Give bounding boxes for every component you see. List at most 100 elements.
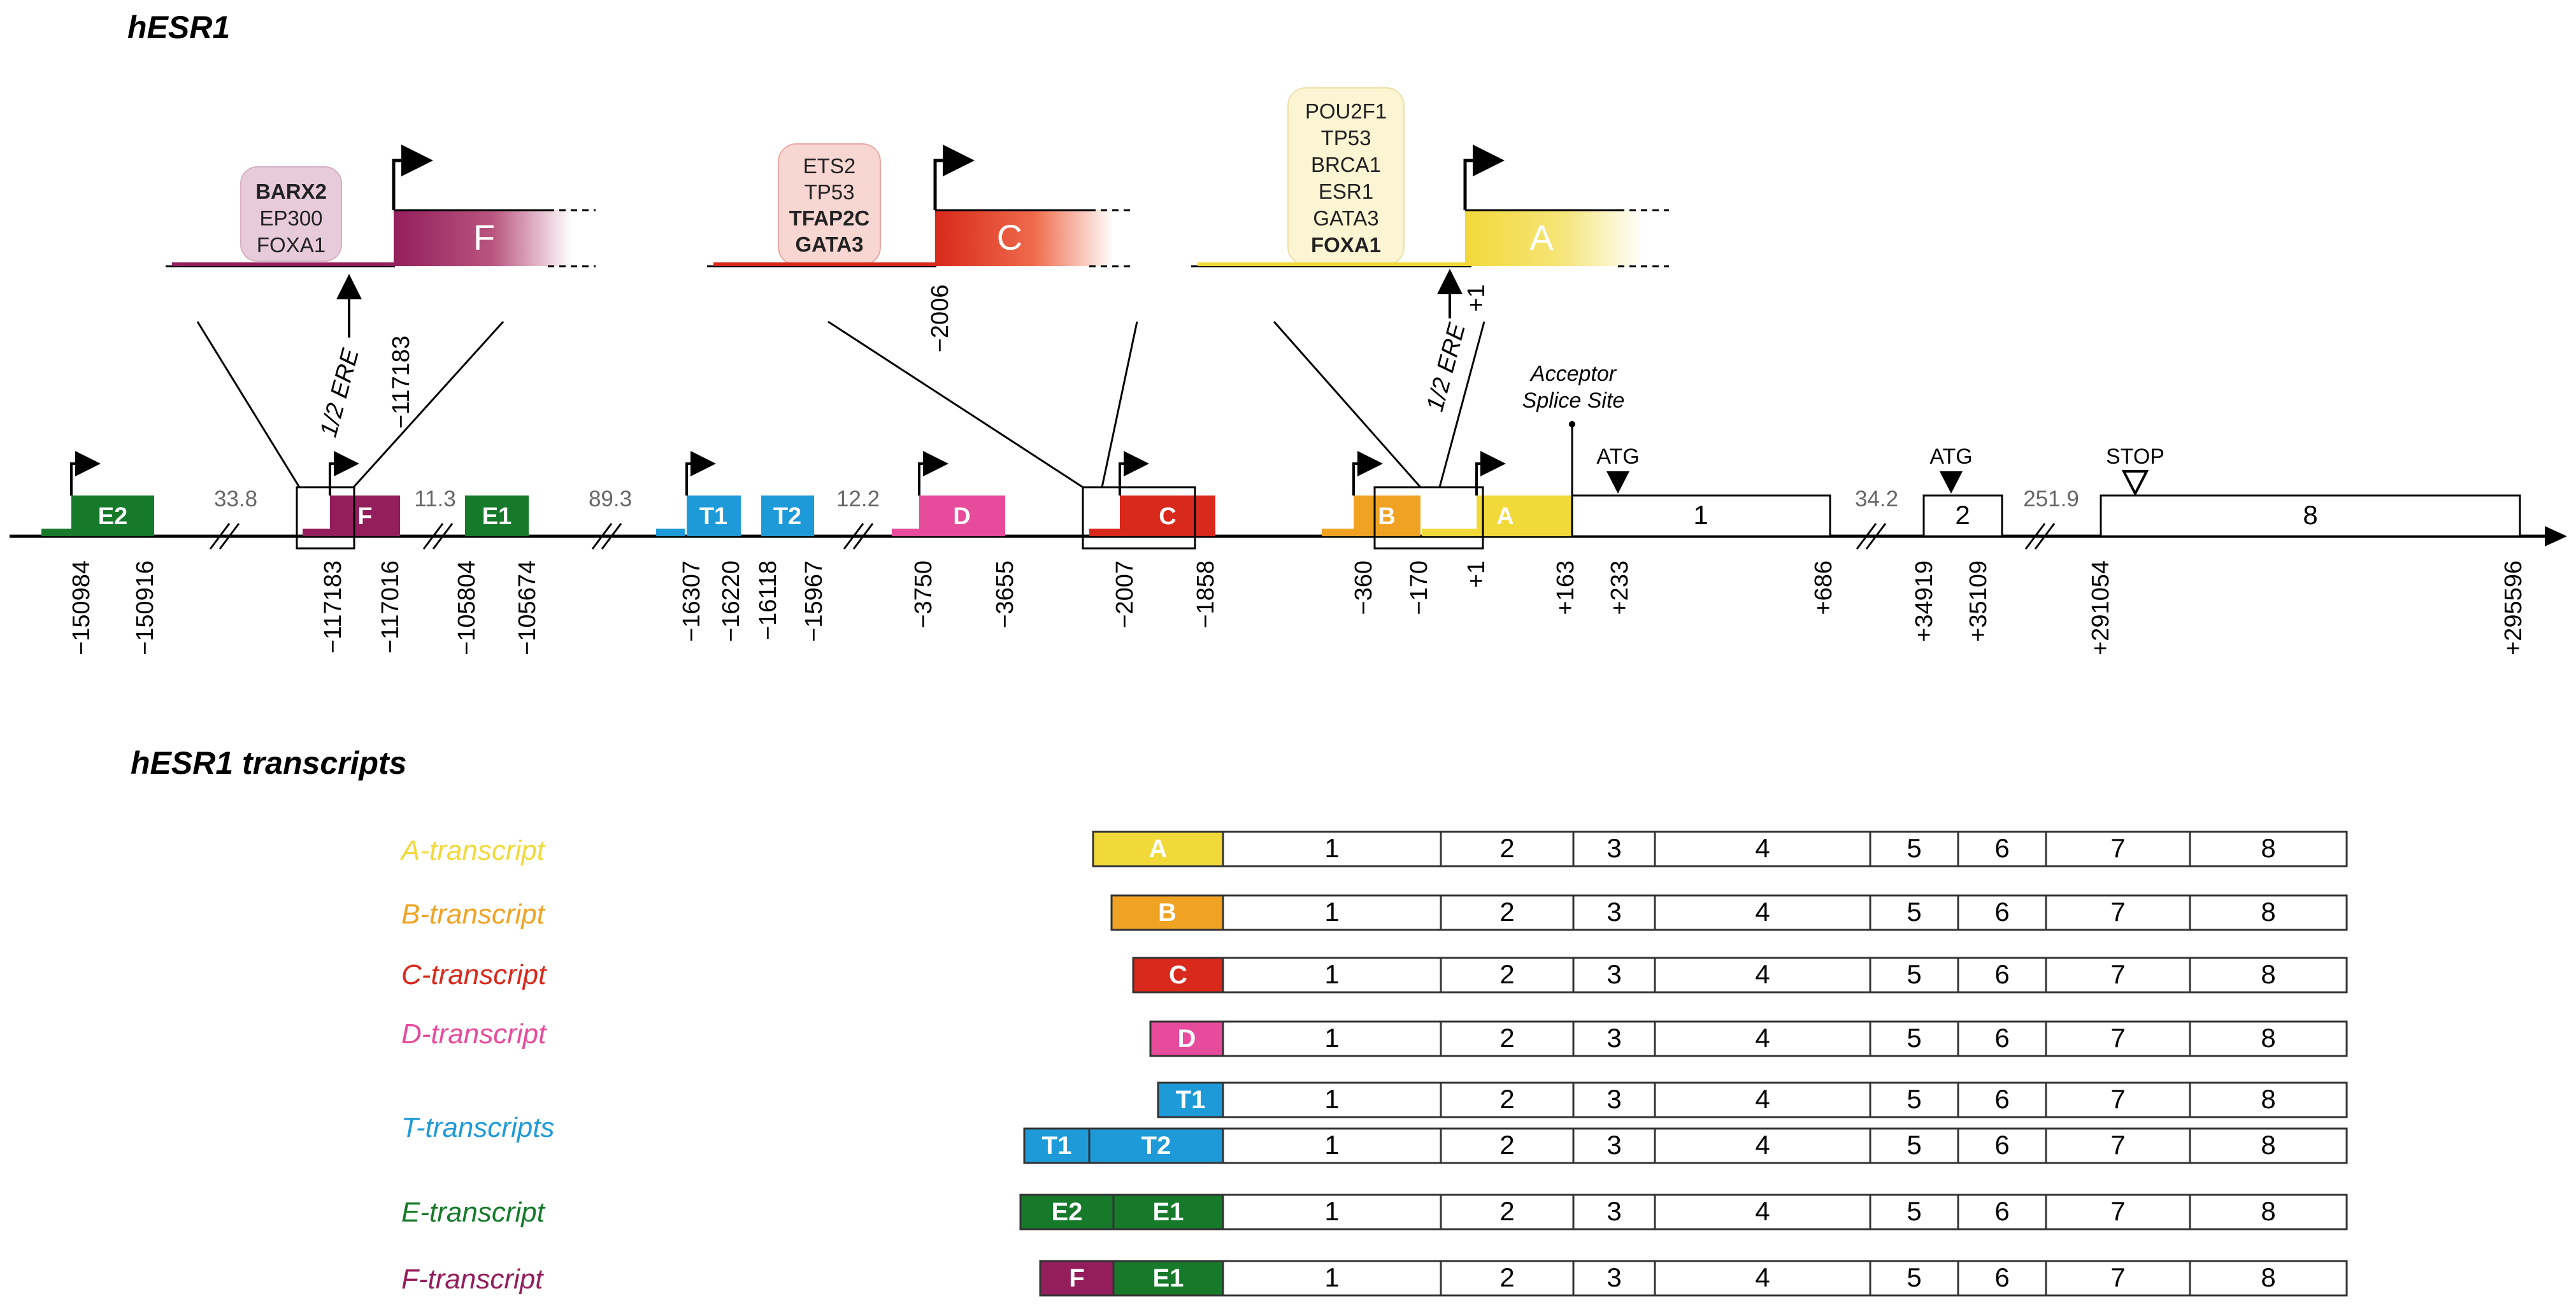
exon-b bbox=[1354, 496, 1420, 536]
transcript-label-c: C-transcript bbox=[401, 959, 547, 990]
transcript-exon-number: 5 bbox=[1907, 1130, 1921, 1160]
tss-arrow-c bbox=[1119, 451, 1149, 496]
transcript-exon-number: 1 bbox=[1324, 1084, 1339, 1114]
transcript-exon-label: C bbox=[1169, 961, 1187, 989]
transcript-exon-number: 7 bbox=[2110, 1130, 2125, 1160]
coding-exon-8 bbox=[2100, 494, 2521, 538]
transcript-exon-number: 7 bbox=[2110, 833, 2125, 863]
exon-e1-label: E1 bbox=[482, 503, 512, 530]
promoter-a-tf-2: TP53 bbox=[1321, 126, 1371, 150]
transcript-exon-number: 8 bbox=[2261, 1196, 2275, 1226]
transcript-exon-number: 6 bbox=[1994, 1023, 2009, 1053]
transcript-coding-exon bbox=[2189, 957, 2348, 994]
transcript-coding-exon bbox=[2045, 1020, 2191, 1057]
transcript-exon-number: 1 bbox=[1324, 1023, 1339, 1053]
transcript-coding-exon bbox=[1957, 831, 2047, 867]
transcript-exon-label: E2 bbox=[1052, 1198, 1083, 1226]
stop-label: STOP bbox=[2106, 445, 2165, 469]
distance-3: 89.3 bbox=[589, 487, 632, 511]
promoter-f-tf-3: FOXA1 bbox=[257, 233, 326, 257]
transcript-exon-number: 1 bbox=[1324, 833, 1339, 863]
transcript-coding-exon bbox=[2045, 1127, 2191, 1164]
transcript-exon-number: 4 bbox=[1755, 833, 1770, 863]
distance-5: 34.2 bbox=[1855, 487, 1898, 511]
exon-t1-label: T1 bbox=[699, 503, 727, 530]
promoter-f-label: F bbox=[473, 217, 495, 257]
transcript-exon-number: 3 bbox=[1606, 1023, 1621, 1053]
transcript-exon-b bbox=[1110, 894, 1224, 931]
distance-4: 12.2 bbox=[836, 487, 880, 511]
exon-e1 bbox=[465, 496, 529, 536]
coord-exon8-end: +295596 bbox=[2500, 560, 2527, 655]
transcript-exon-number: 3 bbox=[1606, 1130, 1621, 1160]
transcripts-panel: A-transcript A 1 2 3 4 5 6 7 8 B-transcript B 1 2 3 4 5 6… bbox=[399, 831, 2348, 1297]
transcript-coding-exon bbox=[1957, 1260, 2047, 1297]
coord-exon1-start: +233 bbox=[1606, 560, 1633, 615]
promoter-a-tf-5: GATA3 bbox=[1313, 206, 1378, 230]
distance-2: 11.3 bbox=[414, 487, 456, 511]
promoter-a-tss-arrow bbox=[1463, 145, 1505, 210]
transcript-exon-number: 6 bbox=[1994, 959, 2009, 989]
transcripts-title: hESR1 transcripts bbox=[131, 745, 406, 781]
tss-arrow-t1 bbox=[685, 451, 716, 496]
transcript-coding-exon bbox=[1440, 1127, 1575, 1164]
tss-arrow-b bbox=[1352, 451, 1383, 496]
transcript-exon-number: 2 bbox=[1499, 1023, 1514, 1053]
coord-e2-end: −150916 bbox=[132, 560, 159, 655]
transcript-label-e: E-transcript bbox=[401, 1197, 546, 1228]
transcript-exon-number: 4 bbox=[1755, 1023, 1770, 1053]
coord-t2-end: −15967 bbox=[801, 560, 827, 642]
promoter-a-tf-4: ESR1 bbox=[1319, 180, 1373, 203]
transcript-coding-exon bbox=[1440, 894, 1575, 931]
coord-exon2-end: +35109 bbox=[1965, 560, 1992, 642]
transcript-coding-exon bbox=[2045, 1081, 2191, 1118]
transcript-exon-number: 6 bbox=[1994, 1262, 2009, 1292]
atg-marker-2-icon bbox=[1940, 471, 1963, 494]
promoter-c-tf-1: ETS2 bbox=[803, 154, 856, 178]
transcript-exon-t1 bbox=[1023, 1127, 1091, 1164]
transcript-exon-number: 1 bbox=[1324, 1196, 1339, 1226]
promoter-a-tf-1: POU2F1 bbox=[1305, 99, 1387, 123]
transcript-exon-t2 bbox=[1088, 1127, 1224, 1164]
transcript-exon-number: 6 bbox=[1994, 1084, 2009, 1114]
transcript-exon-number: 7 bbox=[2110, 897, 2125, 927]
transcript-coding-exon bbox=[2189, 1194, 2348, 1230]
transcript-coding-exon bbox=[1869, 1260, 1959, 1297]
coord-d-end: −3655 bbox=[992, 560, 1019, 629]
transcript-exon-number: 4 bbox=[1755, 959, 1770, 989]
promoter-c-tf-3: TFAP2C bbox=[789, 206, 870, 230]
transcript-label-d: D-transcript bbox=[401, 1018, 547, 1050]
transcript-coding-exon bbox=[1957, 1081, 2047, 1118]
transcript-exon-number: 7 bbox=[2110, 1023, 2125, 1053]
coord-e1-start: −105804 bbox=[454, 560, 480, 655]
transcript-exon-number: 5 bbox=[1907, 959, 1921, 989]
transcript-label-f: F-transcript bbox=[401, 1264, 544, 1295]
transcript-coding-exon bbox=[1654, 957, 1871, 994]
transcript-coding-exon bbox=[1869, 957, 1959, 994]
transcript-exon-number: 4 bbox=[1755, 1084, 1770, 1114]
transcript-exon-e1 bbox=[1112, 1194, 1224, 1230]
promoter-c-exon bbox=[935, 210, 1113, 266]
transcript-exon-label: T1 bbox=[1176, 1086, 1206, 1114]
transcript-exon-f bbox=[1039, 1260, 1115, 1297]
exon-a bbox=[1477, 496, 1572, 536]
transcript-exon-number: 3 bbox=[1606, 833, 1621, 863]
transcript-exon-label: T1 bbox=[1042, 1132, 1072, 1160]
coord-e1-end: −105674 bbox=[514, 560, 541, 655]
exon-a-label: A bbox=[1496, 503, 1513, 530]
coord-b-start: −360 bbox=[1350, 560, 1377, 615]
transcript-coding-exon bbox=[1957, 957, 2047, 994]
promoter-f-ere-label: 1/2 ERE bbox=[315, 345, 364, 439]
transcript-coding-exon bbox=[1957, 894, 2047, 931]
stop-marker-icon bbox=[2121, 470, 2149, 497]
transcript-label-a: A-transcript bbox=[399, 835, 546, 866]
zoom-box-f bbox=[296, 486, 355, 550]
transcript-exon-number: 5 bbox=[1907, 897, 1921, 927]
exon-d-label: D bbox=[953, 503, 970, 530]
transcript-exon-label: B bbox=[1158, 899, 1177, 927]
transcript-coding-exon bbox=[1654, 1020, 1871, 1057]
promoter-c-label: C bbox=[997, 217, 1022, 257]
exon-e2 bbox=[71, 496, 154, 536]
transcript-coding-exon bbox=[1222, 1194, 1442, 1230]
transcript-exon-label: D bbox=[1178, 1025, 1196, 1053]
